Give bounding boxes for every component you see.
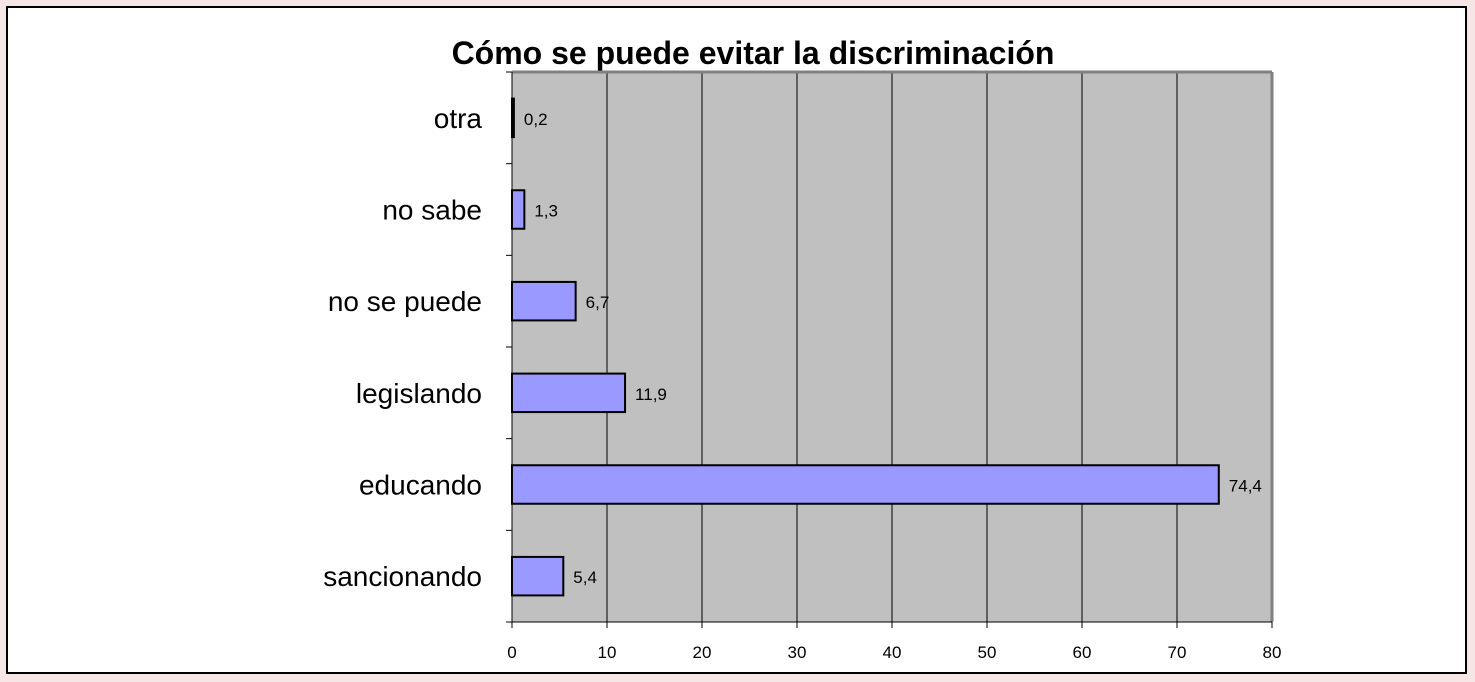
x-tick-label: 60: [1073, 643, 1092, 662]
bar-educando: [511, 464, 1220, 505]
x-tick-label: 70: [1168, 643, 1187, 662]
data-label: 5,4: [573, 568, 597, 587]
bar-no-sabe: [511, 189, 526, 230]
plot-area: 0 10 20 30 40 50 60 70 80 sancionando 5,4 educando 7…: [323, 70, 1282, 662]
bar-no-se-puede: [511, 280, 577, 322]
chart-title: Cómo se puede evitar la discriminación: [452, 35, 1055, 71]
data-label: 1,3: [534, 202, 558, 221]
bar-otra: [511, 97, 515, 139]
category-label: no sabe: [382, 195, 482, 226]
x-tick-label: 20: [693, 643, 712, 662]
data-label: 11,9: [635, 385, 667, 404]
category-label: educando: [359, 470, 482, 501]
x-tick-label: 80: [1263, 643, 1282, 662]
category-label: no se puede: [328, 286, 482, 317]
x-tick-label: 10: [598, 643, 617, 662]
data-label: 74,4: [1229, 477, 1262, 496]
x-tick-label: 0: [507, 643, 516, 662]
bar-legislando: [511, 372, 627, 414]
bar-sancionando: [511, 555, 565, 597]
x-tick-label: 40: [883, 643, 902, 662]
category-label: sancionando: [323, 561, 482, 592]
category-label: legislando: [356, 378, 482, 409]
category-label: otra: [434, 103, 483, 134]
data-label: 6,7: [586, 293, 610, 312]
x-tick-label: 30: [788, 643, 807, 662]
x-tick-label: 50: [978, 643, 997, 662]
data-label: 0,2: [524, 110, 548, 129]
